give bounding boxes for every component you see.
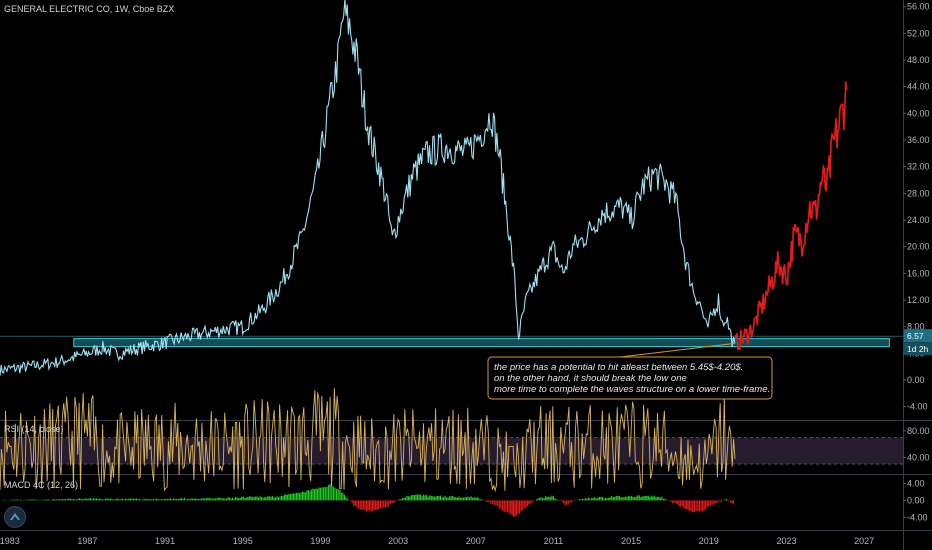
price-tick-label: 28.00: [907, 188, 930, 198]
last-price-badge: [904, 329, 932, 343]
tradingview-cloud-icon[interactable]: [4, 506, 26, 528]
macd-pane[interactable]: MACD 4C (12, 26): [0, 480, 735, 517]
price-series-line[interactable]: [0, 0, 736, 376]
x-tick-label: 2015: [621, 536, 641, 546]
price-tick-label: -4.00: [907, 402, 928, 412]
price-tick-label: 24.00: [907, 215, 930, 225]
price-tick-label: 52.00: [907, 28, 930, 38]
x-tick-label: 2003: [388, 536, 408, 546]
price-tick-label: 16.00: [907, 268, 930, 278]
overlays: GENERAL ELECTRIC CO, 1W, Cboe BZX 6.57 1d …: [4, 4, 932, 400]
x-tick-label: 2023: [776, 536, 796, 546]
x-tick-label: 1983: [0, 536, 20, 546]
rsi-title: RSI (14, close): [4, 424, 64, 434]
rsi-tick-label: 80.00: [907, 426, 930, 436]
price-tick-label: 48.00: [907, 55, 930, 65]
last-price-badge-text: 6.57: [907, 331, 924, 341]
price-tick-label: 32.00: [907, 162, 930, 172]
macd-tick-label: -4.00: [907, 512, 928, 522]
macd-tick-label: 4.00: [907, 478, 925, 488]
price-tick-label: 0.00: [907, 375, 925, 385]
countdown-badge-text: 1d 2h: [907, 344, 929, 354]
x-tick-label: 2027: [854, 536, 874, 546]
price-pane[interactable]: [0, 0, 903, 376]
price-tick-label: 8.00: [907, 322, 925, 332]
price-tick-label: 36.00: [907, 135, 930, 145]
x-tick-label: 1995: [233, 536, 253, 546]
price-tick-label: 44.00: [907, 82, 930, 92]
projection-series-line[interactable]: [734, 81, 848, 351]
macd-tick-label: 0.00: [907, 495, 925, 505]
x-tick-label: 1991: [155, 536, 175, 546]
countdown-badge: [904, 342, 932, 356]
price-tick-label: 20.00: [907, 242, 930, 252]
price-tick-label: 56.00: [907, 2, 930, 12]
rsi-tick-label: 40.00: [907, 452, 930, 462]
x-tick-label: 2019: [699, 536, 719, 546]
price-tick-label: 12.00: [907, 295, 930, 305]
macd-title: MACD 4C (12, 26): [4, 480, 78, 490]
chart-title: GENERAL ELECTRIC CO, 1W, Cboe BZX: [4, 4, 174, 14]
x-tick-label: 1987: [77, 536, 97, 546]
price-tick-label: 40.00: [907, 108, 930, 118]
annotation-pointer: [619, 342, 736, 358]
rsi-line[interactable]: [0, 388, 736, 493]
annotation-line-1: the price has a potential to hit atleast…: [494, 362, 743, 373]
x-tick-label: 1999: [310, 536, 330, 546]
annotation-line-3: more time to complete the waves structur…: [494, 384, 770, 395]
x-tick-label: 2011: [544, 536, 563, 546]
annotation-line-2: on the other hand, it should break the l…: [494, 373, 687, 384]
x-tick-label: 2007: [466, 536, 486, 546]
rsi-pane[interactable]: RSI (14, close): [0, 388, 903, 493]
support-zone-rectangle[interactable]: [73, 338, 890, 348]
annotation-box[interactable]: [487, 356, 773, 400]
